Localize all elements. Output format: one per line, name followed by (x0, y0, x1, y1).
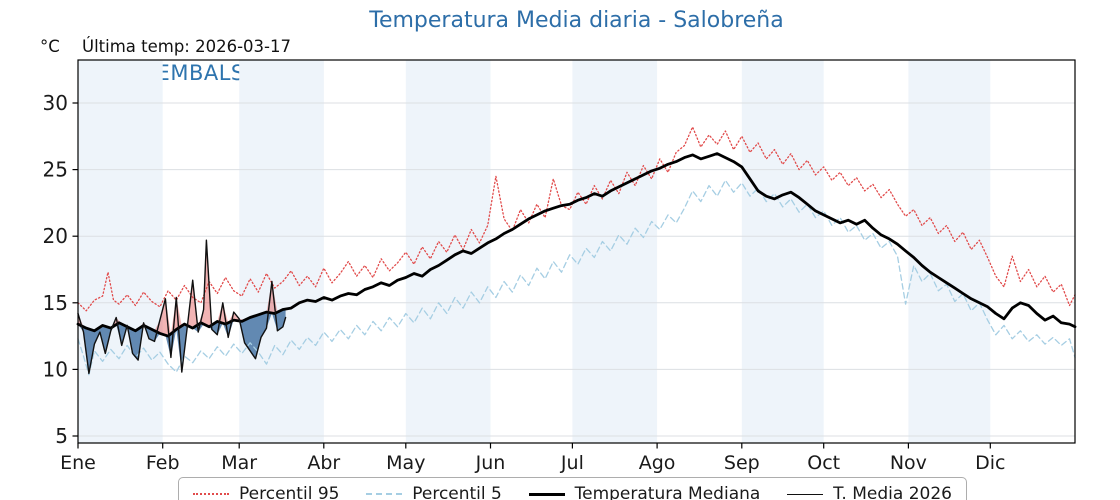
y-tick-label: 10 (43, 357, 68, 381)
x-tick-label: Ene (60, 452, 96, 474)
y-tick-label: 20 (43, 224, 68, 248)
legend-item-label: T. Media 2026 (833, 484, 952, 500)
month-band (572, 60, 658, 443)
legend-line-sample (193, 493, 229, 495)
x-tick-label: May (386, 452, 425, 474)
legend-box: Percentil 95 Percentil 5 Temperatura Media… (178, 477, 967, 500)
plot-border (77, 59, 1076, 444)
fill-below-median (78, 309, 286, 374)
last-temp-label: Última temp: 2026-03-17 (82, 37, 292, 56)
series-line-percentil-5 (77, 179, 1076, 376)
x-tick-label: Feb (146, 452, 180, 474)
legend-item: T. Media 2026 (787, 484, 952, 500)
y-tick-label: 15 (43, 291, 68, 315)
series-line-t-media-2026 (77, 239, 287, 375)
legend-line-sample (787, 493, 824, 495)
x-tick-label: Jun (475, 452, 506, 474)
page-title: Temperatura Media diaria - Salobreña (369, 8, 784, 33)
legend-item-label: Temperatura Mediana (574, 484, 761, 500)
legend-item: Temperatura Mediana (528, 484, 761, 500)
legend-item-label: Percentil 95 (239, 484, 340, 500)
month-band (908, 60, 991, 443)
legend-line-sample (528, 492, 565, 496)
legend-item-label: Percentil 5 (412, 484, 502, 500)
y-tick-label: 25 (43, 158, 68, 182)
x-tick-label: Nov (890, 452, 927, 474)
y-axis-unit-label: °C (40, 37, 60, 56)
x-tick-label: Sep (724, 452, 760, 474)
x-tick-label: Jul (560, 452, 584, 474)
y-tick-label: 5 (55, 424, 68, 448)
legend-item: Percentil 5 (366, 484, 502, 500)
series-line-temperatura-mediana (76, 152, 1077, 338)
legend-line-sample (366, 493, 403, 495)
x-tick-label: Dic (975, 452, 1005, 474)
x-tick-label: Abr (307, 452, 340, 474)
month-band (239, 60, 324, 443)
month-band (741, 60, 824, 443)
x-tick-label: Oct (807, 452, 840, 474)
x-tick-label: Ago (639, 452, 676, 474)
month-band (405, 60, 491, 443)
legend-item: Percentil 95 (193, 484, 339, 500)
x-tick-label: Mar (221, 452, 257, 474)
y-tick-label: 30 (43, 91, 68, 115)
month-band (78, 60, 163, 443)
